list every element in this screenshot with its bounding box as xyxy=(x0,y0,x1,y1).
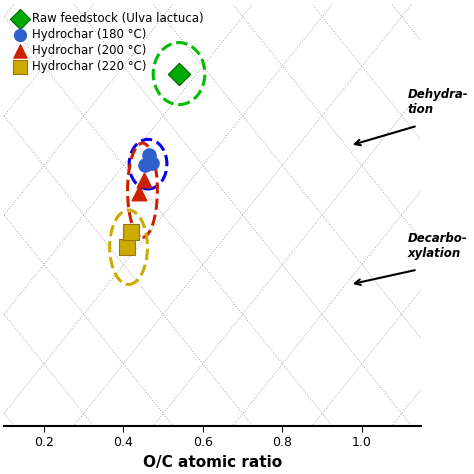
Hydrochar (200 °C) xyxy=(141,176,148,184)
Hydrochar (180 °C) xyxy=(141,162,149,169)
Legend: Raw feedstock (Ulva lactuca), Hydrochar (180 °C), Hydrochar (200 °C), Hydrochar : Raw feedstock (Ulva lactuca), Hydrochar … xyxy=(10,10,207,76)
Hydrochar (220 °C) xyxy=(123,244,130,251)
Hydrochar (180 °C) xyxy=(146,152,153,159)
Raw feedstock (Ulva lactuca) xyxy=(175,70,183,77)
Hydrochar (220 °C) xyxy=(127,228,134,236)
Hydrochar (180 °C) xyxy=(148,159,156,167)
Hydrochar (200 °C) xyxy=(136,189,143,197)
Text: Decarbo-
xylation: Decarbo- xylation xyxy=(408,232,467,260)
X-axis label: O/C atomic ratio: O/C atomic ratio xyxy=(143,455,283,470)
Text: Dehydra-
tion: Dehydra- tion xyxy=(408,88,468,116)
